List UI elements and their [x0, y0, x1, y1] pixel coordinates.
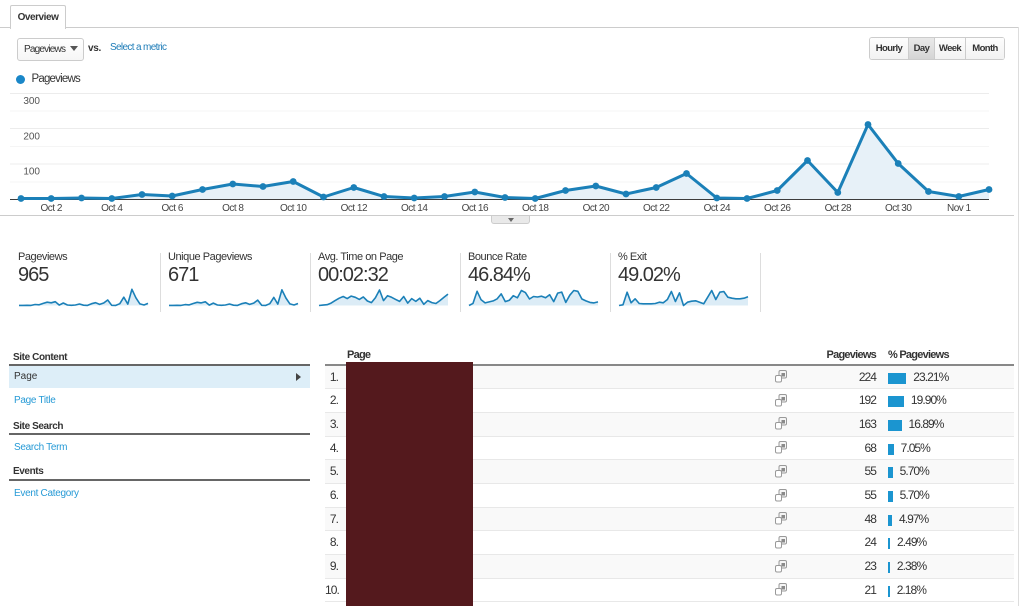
svg-text:Nov 1: Nov 1	[947, 203, 972, 214]
svg-text:Oct 26: Oct 26	[764, 203, 791, 214]
svg-text:300: 300	[23, 96, 40, 107]
svg-text:Oct 10: Oct 10	[280, 203, 307, 214]
svg-text:Oct 12: Oct 12	[341, 203, 368, 214]
svg-text:Oct 4: Oct 4	[101, 203, 123, 214]
svg-text:Oct 28: Oct 28	[825, 203, 852, 214]
svg-text:Oct 16: Oct 16	[462, 203, 489, 214]
svg-text:Oct 8: Oct 8	[222, 203, 244, 214]
svg-text:Oct 2: Oct 2	[40, 203, 62, 214]
svg-text:200: 200	[23, 132, 40, 143]
svg-text:Oct 22: Oct 22	[643, 203, 670, 214]
svg-text:Oct 20: Oct 20	[583, 203, 610, 214]
svg-text:Oct 6: Oct 6	[161, 203, 183, 214]
svg-text:100: 100	[23, 166, 40, 177]
svg-text:Oct 18: Oct 18	[522, 203, 549, 214]
svg-text:Oct 14: Oct 14	[401, 203, 428, 214]
svg-text:Oct 24: Oct 24	[704, 203, 731, 214]
svg-text:Oct 30: Oct 30	[885, 203, 912, 214]
